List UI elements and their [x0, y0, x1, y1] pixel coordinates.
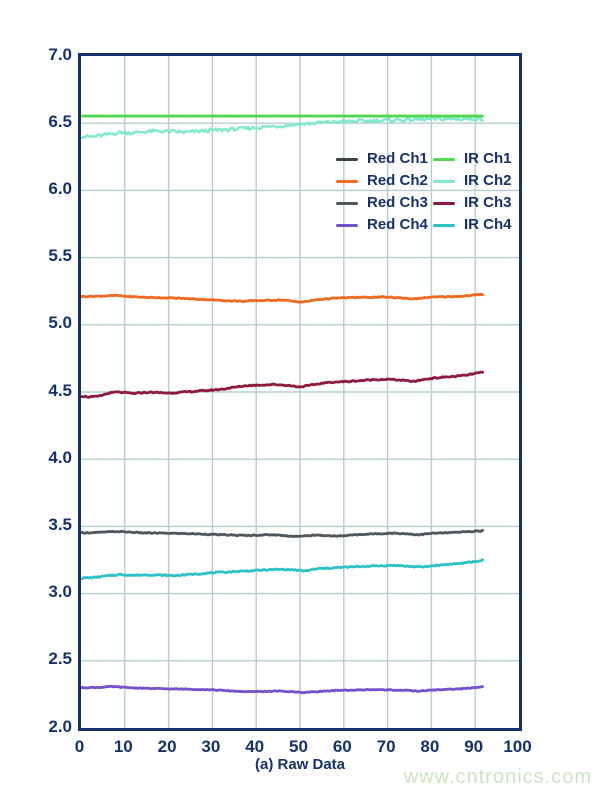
legend-color-swatch [336, 179, 358, 183]
legend-color-swatch [336, 201, 358, 205]
y-tick-label: 3.0 [48, 582, 72, 602]
x-tick-label: 50 [289, 737, 308, 756]
legend-label: Red Ch2 [367, 172, 428, 189]
y-tick-label: 4.5 [48, 380, 72, 400]
legend-label: IR Ch2 [464, 172, 512, 189]
x-tick-label: 0 [74, 737, 85, 756]
y-tick-label: 3.5 [48, 514, 72, 534]
legend-row: Red Ch3 IR Ch3 [336, 192, 512, 214]
x-tick-label: 90 [464, 737, 484, 756]
legend-color-swatch [433, 201, 455, 205]
legend-label: IR Ch3 [464, 194, 512, 211]
series-ir-ch4 [81, 558, 484, 580]
y-tick-label: 5.5 [48, 246, 72, 266]
x-tick-label: 10 [113, 737, 133, 756]
legend-label: IR Ch4 [464, 216, 512, 233]
y-tick-label: 7.0 [48, 44, 72, 64]
x-tick-label: 30 [201, 737, 221, 756]
y-tick-label: 5.0 [48, 313, 72, 333]
series-ir-ch3 [81, 370, 484, 399]
legend-color-swatch [336, 223, 358, 227]
series-ir-ch2 [81, 116, 484, 140]
chart-canvas [81, 56, 519, 728]
y-tick-label: 6.0 [48, 178, 72, 198]
y-tick-label: 2.5 [48, 649, 72, 669]
legend-color-swatch [433, 223, 455, 227]
x-tick-label: 20 [157, 737, 177, 756]
plot-area: Red Ch1 IR Ch1 Red Ch2 IR Ch2 Red Ch3 IR Ch3 R… [78, 53, 522, 731]
x-axis-caption: (a) Raw Data [254, 756, 346, 773]
watermark: www.cntronics.com [403, 766, 592, 788]
series-red-ch4 [81, 684, 484, 695]
x-tick-label: 80 [420, 737, 440, 756]
legend-color-swatch [433, 157, 455, 161]
y-tick-label: 4.0 [48, 447, 72, 467]
legend-label: Red Ch3 [367, 194, 428, 211]
x-tick-label: 70 [376, 737, 396, 756]
y-tick-label: 2.0 [48, 716, 72, 736]
legend-color-swatch [433, 179, 455, 183]
legend-label: Red Ch1 [367, 150, 428, 167]
legend-row: Red Ch4 IR Ch4 [336, 214, 512, 236]
legend-color-swatch [336, 157, 358, 161]
x-tick-label: 100 [503, 737, 532, 756]
legend-row: Red Ch2 IR Ch2 [336, 170, 512, 192]
legend-row: Red Ch1 IR Ch1 [336, 148, 512, 170]
x-tick-label: 40 [245, 737, 265, 756]
series-red-ch2 [81, 292, 484, 304]
legend-label: Red Ch4 [367, 216, 428, 233]
legend-label: IR Ch1 [464, 150, 512, 167]
y-tick-label: 6.5 [48, 111, 72, 131]
chart-legend: Red Ch1 IR Ch1 Red Ch2 IR Ch2 Red Ch3 IR Ch3 R… [336, 148, 512, 236]
series-red-ch3 [81, 528, 484, 538]
x-tick-label: 60 [332, 737, 352, 756]
